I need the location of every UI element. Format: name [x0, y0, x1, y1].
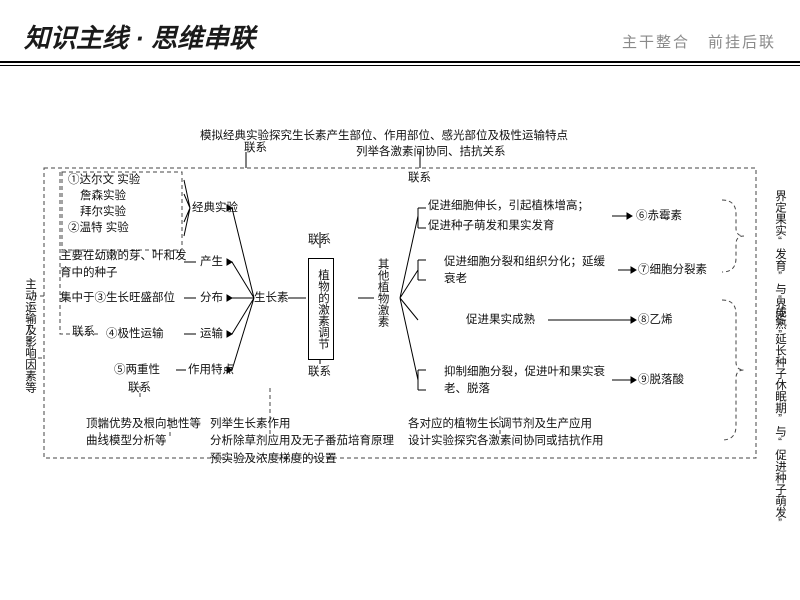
sub2: 前挂后联 — [708, 31, 776, 52]
anno-bl1: 顶端优势及根向地性等 曲线模型分析等 — [86, 416, 201, 451]
lianxi-l: 联系 — [72, 324, 95, 341]
left-trunk: 生长素 — [254, 290, 289, 307]
r-c-tag: ⑧乙烯 — [638, 312, 673, 329]
lbl-exp: 经典实验 — [192, 200, 238, 217]
center-box: 植物的激素调节 — [308, 258, 334, 360]
hairline — [0, 65, 800, 66]
exp-4: ②温特 实验 — [68, 220, 129, 237]
r-a-bot: 促进种子萌发和果实发育 — [428, 218, 555, 235]
exp-2: 詹森实验 — [80, 188, 126, 205]
lbl-trans: 运输 — [200, 326, 223, 343]
r-b-tag: ⑦细胞分裂素 — [638, 262, 707, 279]
dist-text: 集中于③生长旺盛部位 — [60, 290, 175, 307]
exp-3: 拜尔实验 — [80, 204, 126, 221]
anno-left: 主动运输及影响因素等 — [8, 278, 36, 393]
r-d-tag: ⑨脱落酸 — [638, 372, 684, 389]
lbl-feat: 作用特点 — [188, 362, 234, 379]
header-bar: 知识主线 · 思维串联 主干整合 前挂后联 — [0, 0, 800, 63]
exp-1: ①达尔文 实验 — [68, 172, 140, 189]
r-c: 促进果实成熟 — [466, 312, 535, 329]
anno-top-2: 列举各激素间协同、拮抗关系 — [356, 144, 506, 161]
r-a-top: 促进细胞伸长，引起植株增高； — [428, 198, 589, 215]
r-a-tag: ⑥赤霉素 — [636, 208, 682, 225]
produce-text: 主要在幼嫩的芽、叶和发育中的种子 — [60, 248, 190, 283]
lianxi-l2: 联系 — [128, 380, 151, 397]
feat-text: ⑤两重性 — [114, 362, 160, 379]
anno-top-1: 模拟经典实验探究生长素产生部位、作用部位、感光部位及极性运输特点 — [200, 128, 568, 145]
lianxi-c1: 联系 — [308, 232, 331, 249]
sub1: 主干整合 — [622, 31, 690, 52]
lbl-dist: 分布 — [200, 290, 223, 307]
diagram-canvas: 植物的激素调节 生长素 其他植物激素 经典实验 产生 分布 运输 作用特点 ①达… — [0, 128, 800, 600]
lianxi-c2: 联系 — [308, 364, 331, 381]
r-d: 抑制细胞分裂，促进叶和果实衰老、脱落 — [444, 364, 614, 399]
trans-text: ④极性运输 — [106, 326, 164, 343]
r-b: 促进细胞分裂和组织分化；延缓衰老 — [444, 254, 614, 289]
anno-r2: 界定“延长种子休眠期”与“促进种子萌发” — [748, 298, 786, 530]
anno-bl2: 列举生长素作用 分析除草剂应用及无子番茄培育原理 预实验及浓度梯度的设置 — [210, 416, 394, 468]
lianxi-t2: 联系 — [408, 170, 431, 187]
right-trunk: 其他植物激素 — [376, 258, 389, 327]
lbl-produce: 产生 — [200, 254, 223, 271]
page-title: 知识主线 · 思维串联 — [24, 18, 255, 55]
anno-br: 各对应的植物生长调节剂及生产应用 设计实验探究各激素间协同或拮抗作用 — [408, 416, 604, 451]
